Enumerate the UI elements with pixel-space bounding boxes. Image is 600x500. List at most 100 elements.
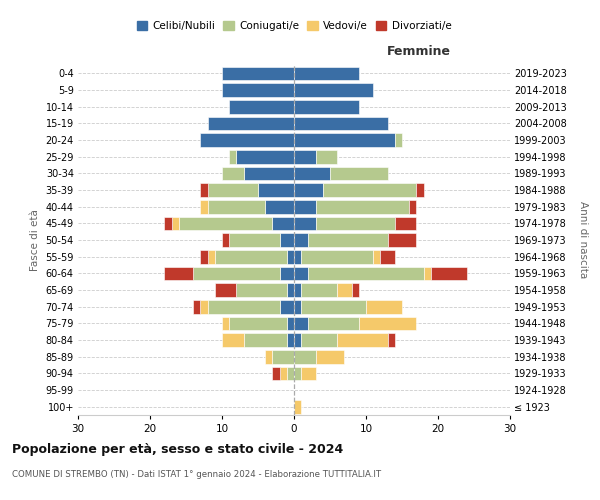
Bar — [294, 250, 301, 264]
Bar — [316, 200, 409, 213]
Bar — [287, 366, 294, 380]
Bar — [222, 316, 229, 330]
Bar — [280, 233, 294, 247]
Bar — [272, 216, 294, 230]
Bar — [208, 183, 258, 197]
Bar — [200, 133, 294, 147]
Bar — [388, 333, 395, 347]
Bar — [208, 116, 294, 130]
Bar — [280, 266, 294, 280]
Bar — [294, 100, 359, 114]
Bar — [294, 83, 373, 97]
Bar — [352, 283, 359, 297]
Legend: Celibi/Nubili, Coniugati/e, Vedovi/e, Divorziati/e: Celibi/Nubili, Coniugati/e, Vedovi/e, Di… — [133, 17, 455, 36]
Bar — [200, 250, 208, 264]
Bar — [294, 300, 301, 314]
Bar — [301, 366, 316, 380]
Bar — [244, 333, 287, 347]
Bar — [294, 200, 316, 213]
Bar — [294, 366, 301, 380]
Bar — [222, 66, 294, 80]
Bar — [380, 250, 395, 264]
Bar — [229, 233, 280, 247]
Bar — [164, 266, 193, 280]
Bar — [388, 233, 416, 247]
Bar — [294, 66, 359, 80]
Bar — [308, 266, 424, 280]
Bar — [373, 250, 380, 264]
Bar — [294, 133, 395, 147]
Bar — [193, 266, 280, 280]
Bar — [316, 350, 344, 364]
Bar — [301, 300, 366, 314]
Bar — [272, 366, 280, 380]
Text: Popolazione per età, sesso e stato civile - 2024: Popolazione per età, sesso e stato civil… — [12, 442, 343, 456]
Bar — [193, 300, 200, 314]
Bar — [208, 250, 215, 264]
Bar — [301, 283, 337, 297]
Bar — [424, 266, 431, 280]
Bar — [395, 133, 402, 147]
Bar — [200, 183, 208, 197]
Bar — [294, 233, 308, 247]
Bar — [280, 366, 287, 380]
Bar — [308, 233, 388, 247]
Bar — [294, 283, 301, 297]
Bar — [294, 183, 323, 197]
Bar — [294, 116, 388, 130]
Bar — [222, 166, 244, 180]
Bar — [294, 216, 316, 230]
Bar — [229, 150, 236, 164]
Bar — [236, 150, 294, 164]
Bar — [337, 333, 388, 347]
Y-axis label: Anni di nascita: Anni di nascita — [578, 202, 588, 278]
Bar — [366, 300, 402, 314]
Bar — [179, 216, 272, 230]
Bar — [172, 216, 179, 230]
Bar — [287, 316, 294, 330]
Bar — [316, 150, 337, 164]
Text: Femmine: Femmine — [387, 45, 451, 58]
Bar — [200, 300, 208, 314]
Bar — [280, 300, 294, 314]
Bar — [294, 316, 308, 330]
Bar — [294, 166, 330, 180]
Bar — [316, 216, 395, 230]
Bar — [236, 283, 287, 297]
Bar — [330, 166, 388, 180]
Bar — [301, 333, 337, 347]
Bar — [265, 200, 294, 213]
Bar — [208, 200, 265, 213]
Bar — [287, 250, 294, 264]
Bar — [359, 316, 416, 330]
Bar — [200, 200, 208, 213]
Bar — [294, 400, 301, 413]
Bar — [215, 283, 236, 297]
Bar — [294, 266, 308, 280]
Bar — [222, 83, 294, 97]
Bar — [308, 316, 359, 330]
Bar — [337, 283, 352, 297]
Bar — [431, 266, 467, 280]
Bar — [323, 183, 416, 197]
Bar — [164, 216, 172, 230]
Bar — [416, 183, 424, 197]
Bar — [409, 200, 416, 213]
Bar — [287, 283, 294, 297]
Bar — [244, 166, 294, 180]
Bar — [229, 316, 287, 330]
Bar — [272, 350, 294, 364]
Bar — [301, 250, 373, 264]
Bar — [222, 233, 229, 247]
Bar — [287, 333, 294, 347]
Bar — [294, 150, 316, 164]
Bar — [294, 333, 301, 347]
Bar — [294, 350, 316, 364]
Bar — [222, 333, 244, 347]
Bar — [229, 100, 294, 114]
Bar — [215, 250, 287, 264]
Bar — [258, 183, 294, 197]
Bar — [208, 300, 280, 314]
Bar — [265, 350, 272, 364]
Y-axis label: Fasce di età: Fasce di età — [30, 209, 40, 271]
